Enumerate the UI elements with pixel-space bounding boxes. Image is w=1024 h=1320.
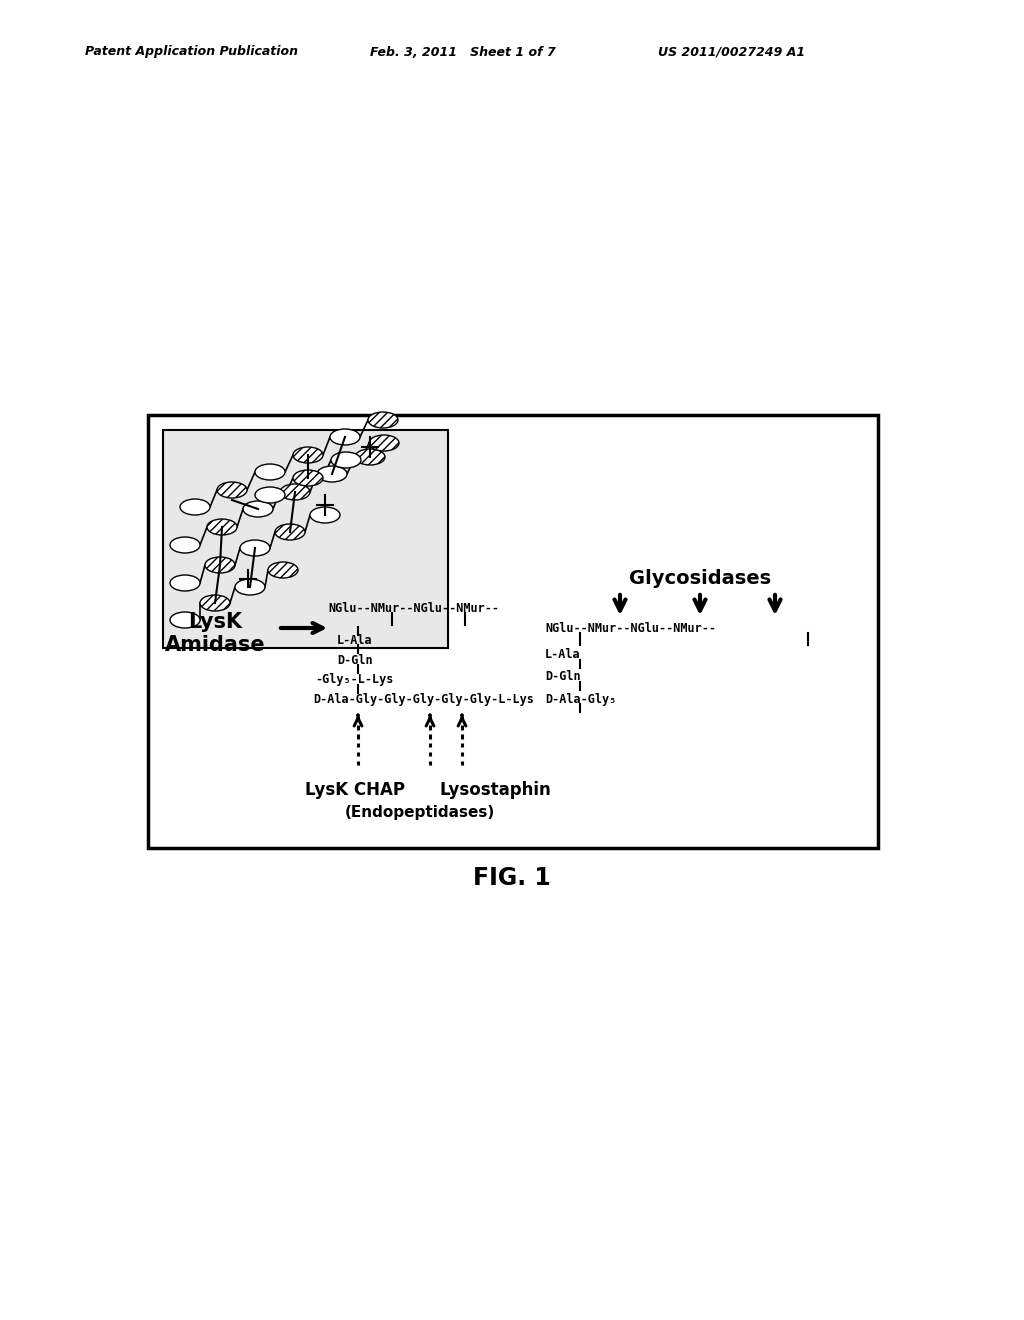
Ellipse shape: [255, 465, 285, 480]
Text: Feb. 3, 2011   Sheet 1 of 7: Feb. 3, 2011 Sheet 1 of 7: [370, 45, 556, 58]
Ellipse shape: [275, 524, 305, 540]
Text: LysK CHAP: LysK CHAP: [305, 781, 406, 799]
Ellipse shape: [255, 487, 285, 503]
Ellipse shape: [355, 449, 385, 465]
Text: Patent Application Publication: Patent Application Publication: [85, 45, 298, 58]
Ellipse shape: [330, 429, 360, 445]
Ellipse shape: [243, 502, 273, 517]
Text: Lysostaphin: Lysostaphin: [439, 781, 551, 799]
Bar: [163, 430, 449, 648]
Ellipse shape: [207, 519, 237, 535]
Ellipse shape: [234, 579, 265, 595]
Ellipse shape: [369, 436, 399, 451]
Text: (Endopeptidases): (Endopeptidases): [345, 804, 496, 820]
Ellipse shape: [317, 466, 347, 482]
Text: D-Ala-Gly₅: D-Ala-Gly₅: [545, 693, 616, 705]
Ellipse shape: [170, 576, 200, 591]
Ellipse shape: [331, 451, 361, 469]
Text: D-Ala-Gly-Gly-Gly-Gly-Gly-L-Lys: D-Ala-Gly-Gly-Gly-Gly-Gly-L-Lys: [313, 693, 534, 706]
Ellipse shape: [180, 499, 210, 515]
Text: FIG. 1: FIG. 1: [473, 866, 551, 890]
Text: -Gly₅-L-Lys: -Gly₅-L-Lys: [315, 673, 393, 686]
Ellipse shape: [293, 447, 323, 463]
Ellipse shape: [200, 595, 230, 611]
Text: D-Gln: D-Gln: [337, 653, 373, 667]
Ellipse shape: [293, 470, 323, 486]
Ellipse shape: [217, 482, 247, 498]
Ellipse shape: [310, 507, 340, 523]
Text: L-Ala: L-Ala: [545, 648, 581, 661]
Ellipse shape: [240, 540, 270, 556]
Text: NGlu--NMur--NGlu--NMur--: NGlu--NMur--NGlu--NMur--: [545, 622, 716, 635]
Ellipse shape: [268, 562, 298, 578]
Ellipse shape: [280, 484, 310, 500]
Text: LysK: LysK: [188, 612, 242, 632]
Ellipse shape: [205, 557, 234, 573]
Bar: [148, 414, 878, 847]
Text: US 2011/0027249 A1: US 2011/0027249 A1: [658, 45, 805, 58]
Text: D-Gln: D-Gln: [545, 671, 581, 684]
Text: L-Ala: L-Ala: [337, 634, 373, 647]
Text: Amidase: Amidase: [165, 635, 265, 655]
Text: Glycosidases: Glycosidases: [629, 569, 771, 587]
Ellipse shape: [170, 537, 200, 553]
Text: NGlu--NMur--NGlu--NMur--: NGlu--NMur--NGlu--NMur--: [328, 602, 499, 615]
Ellipse shape: [368, 412, 398, 428]
Ellipse shape: [170, 612, 200, 628]
